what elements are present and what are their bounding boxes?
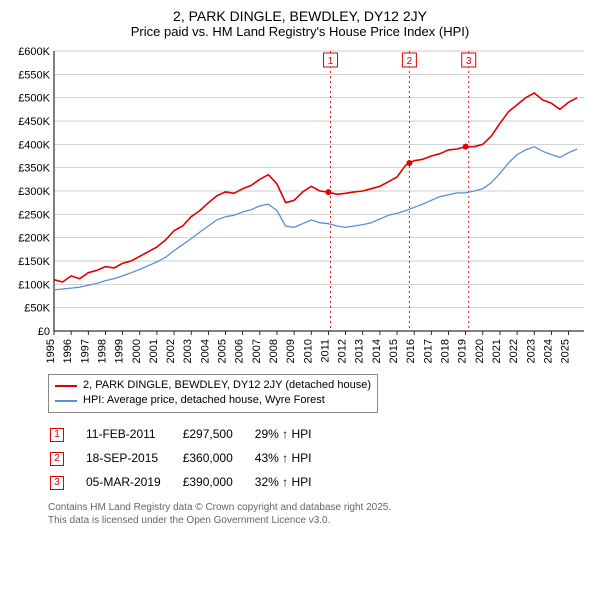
svg-text:2024: 2024 <box>542 339 554 363</box>
svg-text:2006: 2006 <box>234 339 246 363</box>
table-row: 2 18-SEP-2015£360,00043% ↑ HPI <box>50 447 331 469</box>
svg-text:2015: 2015 <box>388 339 400 363</box>
svg-text:2005: 2005 <box>217 339 229 363</box>
svg-text:2004: 2004 <box>199 339 211 363</box>
tx-date: 11-FEB-2011 <box>86 423 181 445</box>
svg-text:2012: 2012 <box>337 339 349 363</box>
svg-text:2017: 2017 <box>422 339 434 363</box>
svg-text:£50K: £50K <box>24 303 50 315</box>
tx-delta: 43% ↑ HPI <box>255 447 332 469</box>
legend-item: 2, PARK DINGLE, BEWDLEY, DY12 2JY (detac… <box>55 378 371 393</box>
svg-text:£400K: £400K <box>18 139 50 151</box>
tx-price: £297,500 <box>183 423 253 445</box>
svg-text:2003: 2003 <box>182 339 194 363</box>
svg-text:£300K: £300K <box>18 186 50 198</box>
legend-label: HPI: Average price, detached house, Wyre… <box>83 393 325 408</box>
legend: 2, PARK DINGLE, BEWDLEY, DY12 2JY (detac… <box>48 374 378 413</box>
svg-text:2025: 2025 <box>560 339 572 363</box>
svg-text:£200K: £200K <box>18 233 50 245</box>
svg-text:1999: 1999 <box>114 339 126 363</box>
svg-text:2011: 2011 <box>319 339 331 363</box>
table-row: 1 11-FEB-2011£297,50029% ↑ HPI <box>50 423 331 445</box>
transaction-table: 1 11-FEB-2011£297,50029% ↑ HPI 2 18-SEP-201… <box>48 421 333 495</box>
svg-text:2001: 2001 <box>148 339 160 363</box>
svg-text:2023: 2023 <box>525 339 537 363</box>
svg-text:2019: 2019 <box>457 339 469 363</box>
svg-text:2008: 2008 <box>268 339 280 363</box>
tx-date: 18-SEP-2015 <box>86 447 181 469</box>
svg-text:£450K: £450K <box>18 116 50 128</box>
svg-text:£500K: £500K <box>18 93 50 105</box>
table-row: 3 05-MAR-2019£390,00032% ↑ HPI <box>50 471 331 493</box>
marker-badge: 1 <box>50 428 64 442</box>
svg-text:2: 2 <box>407 56 413 67</box>
svg-text:£150K: £150K <box>18 256 50 268</box>
footer-attribution: Contains HM Land Registry data © Crown c… <box>48 501 588 527</box>
chart-subtitle: Price paid vs. HM Land Registry's House … <box>12 24 588 39</box>
chart-title: 2, PARK DINGLE, BEWDLEY, DY12 2JY <box>12 8 588 24</box>
svg-text:£550K: £550K <box>18 69 50 81</box>
svg-text:1998: 1998 <box>96 339 108 363</box>
svg-text:1995: 1995 <box>45 339 57 363</box>
svg-text:2009: 2009 <box>285 339 297 363</box>
legend-swatch <box>55 385 77 387</box>
legend-label: 2, PARK DINGLE, BEWDLEY, DY12 2JY (detac… <box>83 378 371 393</box>
tx-delta: 29% ↑ HPI <box>255 423 332 445</box>
price-chart: £0 £50K £100K £150K £200K £250K £300K £350K £400… <box>12 43 588 368</box>
svg-text:£100K: £100K <box>18 279 50 291</box>
tx-price: £360,000 <box>183 447 253 469</box>
svg-text:2018: 2018 <box>439 339 451 363</box>
svg-text:2022: 2022 <box>508 339 520 363</box>
svg-text:2014: 2014 <box>371 339 383 363</box>
svg-text:2020: 2020 <box>474 339 486 363</box>
svg-text:£350K: £350K <box>18 163 50 175</box>
svg-text:£250K: £250K <box>18 209 50 221</box>
legend-item: HPI: Average price, detached house, Wyre… <box>55 393 371 408</box>
footer-line1: Contains HM Land Registry data © Crown c… <box>48 501 588 514</box>
svg-text:2007: 2007 <box>251 339 263 363</box>
chart-svg: £0 £50K £100K £150K £200K £250K £300K £350K £400… <box>12 43 588 363</box>
svg-text:1996: 1996 <box>62 339 74 363</box>
marker-badge: 3 <box>50 476 64 490</box>
svg-text:2021: 2021 <box>491 339 503 363</box>
tx-date: 05-MAR-2019 <box>86 471 181 493</box>
tx-price: £390,000 <box>183 471 253 493</box>
svg-text:2013: 2013 <box>354 339 366 363</box>
svg-text:£0: £0 <box>38 326 50 338</box>
marker-badge: 2 <box>50 452 64 466</box>
svg-text:1997: 1997 <box>79 339 91 363</box>
svg-text:1: 1 <box>328 56 334 67</box>
footer-line2: This data is licensed under the Open Gov… <box>48 514 588 527</box>
legend-swatch <box>55 400 77 402</box>
svg-text:2010: 2010 <box>302 339 314 363</box>
svg-text:2002: 2002 <box>165 339 177 363</box>
svg-text:£600K: £600K <box>18 46 50 58</box>
svg-text:3: 3 <box>466 56 472 67</box>
svg-text:2000: 2000 <box>131 339 143 363</box>
svg-text:2016: 2016 <box>405 339 417 363</box>
tx-delta: 32% ↑ HPI <box>255 471 332 493</box>
